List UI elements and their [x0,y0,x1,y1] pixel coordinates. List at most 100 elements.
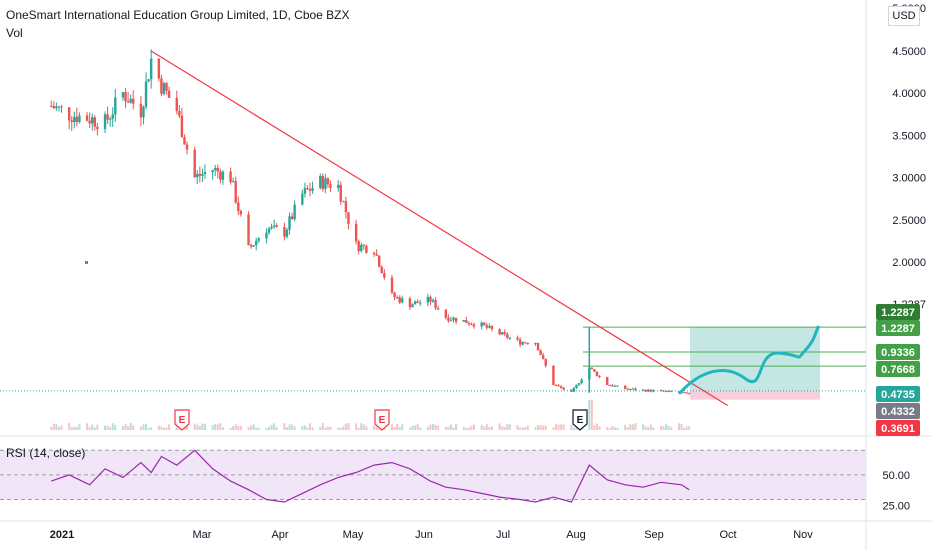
candle-body [293,204,296,220]
candle-body [395,297,399,299]
volume-bar [449,424,452,430]
volume-bar [629,424,632,430]
candle [429,295,432,306]
volume-bar [398,426,401,430]
volume-bar [508,424,511,430]
volume-bar [73,426,76,430]
candle-body [444,309,448,318]
volume-bar [216,424,219,430]
candle-body [180,115,184,138]
candle [124,88,127,109]
candle [219,168,222,184]
candle [55,102,58,111]
volume-bar [127,426,130,430]
candle [203,164,207,179]
volume-bar [680,423,683,430]
candle [395,295,399,300]
volume-bar [560,424,563,430]
candle-body [390,277,394,293]
x-tick-label: Mar [193,529,212,541]
volume-bar [344,423,347,430]
candle [321,173,325,192]
volume-bar [616,427,619,430]
volume-bar [408,427,411,430]
volume-bar [211,425,214,430]
volume-bar [270,424,273,430]
candle [611,383,614,387]
candle-body [354,224,358,242]
candle [452,316,455,323]
candle-body [629,389,632,391]
candle [275,222,278,228]
candle-body [167,90,171,98]
volume-bar [326,426,329,430]
candle-body [96,126,99,130]
candle [285,227,289,239]
candle-body [103,114,107,130]
volume-bar [168,424,171,430]
earnings-marker-label: E [179,415,186,426]
currency-badge[interactable]: USD [888,6,920,26]
candle-body [534,343,537,345]
volume-bar [649,424,652,430]
candle [426,293,430,307]
volume-bar [162,427,165,430]
volume-bar [419,427,422,430]
earnings-marker-frame [572,409,588,431]
candle-body [219,171,222,180]
volume-bar [401,424,404,430]
x-tick-label: 2021 [50,529,74,541]
candle [408,296,412,311]
candle-body [337,184,340,189]
volume-bar [283,423,286,430]
x-tick-label: Apr [271,529,288,541]
volume-bar [111,423,114,430]
volume-bar [667,425,670,430]
candle-body [360,244,363,252]
rsi-pane [0,449,866,503]
candle [301,189,304,206]
candle [536,342,540,351]
volume-bar [685,426,688,430]
candle-body [288,216,291,230]
volume-bar [147,427,150,430]
volume-bar [526,425,529,430]
candle [416,299,419,304]
volume-bar [106,425,109,430]
volume-bar [647,427,650,430]
candle [626,387,629,390]
candle-body [257,238,260,241]
volume-bar [375,426,378,430]
candle [539,349,542,356]
candle [147,78,150,83]
candle [467,321,471,327]
candle [270,223,273,230]
candle [178,105,181,119]
price-label-text: 0.9336 [881,347,915,359]
volume-bar [688,426,691,430]
candle [60,104,63,113]
volume-bar [467,427,470,430]
candle-body [234,181,237,203]
candle-body [203,172,207,175]
volume-bar [142,424,145,430]
candle [524,341,527,344]
candle-body [142,106,145,118]
candle-body [372,252,376,255]
candle [91,113,94,131]
volume-bar [309,423,312,430]
candle-body [465,320,468,324]
candle-body [55,106,58,109]
candle-body [239,210,243,215]
candle [272,219,276,229]
candle-body [470,324,473,326]
volume-bar [273,423,276,430]
x-tick-label: Nov [793,529,813,541]
candle-body [503,332,506,334]
candle [498,328,501,336]
candle [436,305,440,310]
candle [157,58,161,82]
volume-bar [683,427,686,430]
volume-bar [68,423,71,430]
